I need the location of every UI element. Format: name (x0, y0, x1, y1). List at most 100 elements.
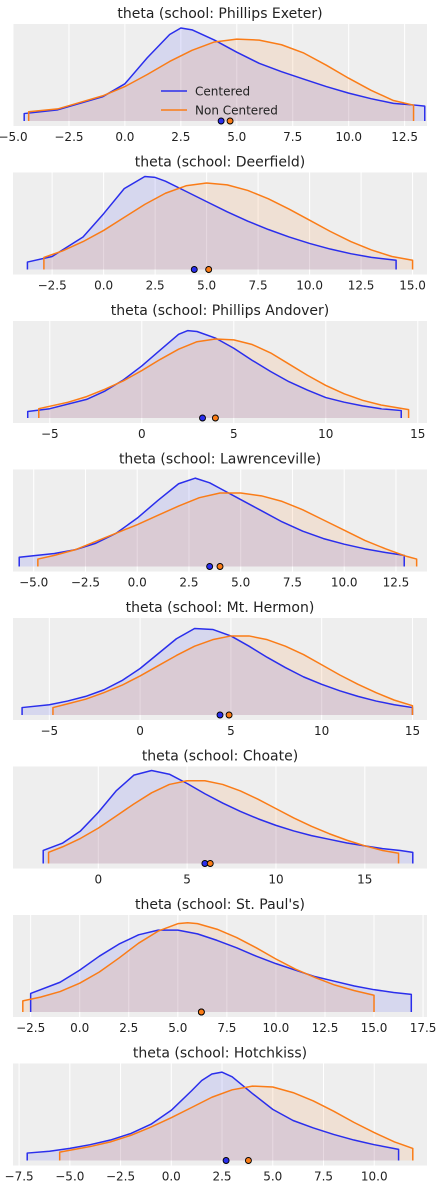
plot-background (13, 321, 427, 423)
x-tick-label: 0 (94, 873, 102, 887)
plot-background (13, 618, 427, 720)
panel-5: theta (school: Mt. Hermon) −5 0 5 10 15 (13, 600, 427, 738)
centered-density-line (18, 477, 405, 567)
non-centered-mean-point (225, 711, 233, 719)
x-tick-label: 5 (183, 873, 191, 887)
x-tick-label: 0.0 (162, 1170, 181, 1184)
non-centered-mean-point (205, 266, 213, 273)
x-tick-label: 17.5 (410, 1021, 437, 1035)
panel-2: theta (school: Deerfield) −2.5 0.0 2.5 5.0 7.… (13, 155, 427, 293)
x-tick-label: 15 (357, 873, 372, 887)
x-tick-label: 10 (268, 873, 283, 887)
x-tick-label: −5 (40, 724, 58, 738)
non-centered-density-line (38, 338, 410, 418)
x-tick-label: 0 (138, 427, 146, 441)
panel-title: theta (school: Lawrenceville) (119, 452, 321, 468)
panel-3: theta (school: Phillips Andover) −5 0 5 10 15 (13, 303, 427, 441)
x-tick-label: 10 (314, 724, 329, 738)
x-tick-label: 0.0 (115, 130, 134, 144)
x-tick-label: 15 (405, 724, 420, 738)
panel-1: theta (school: Phillips Exeter) −5.0 −2.5 0… (0, 6, 427, 144)
panel-6: theta (school: Choate) 0 5 10 15 (13, 749, 427, 887)
x-tick-label: 5.0 (227, 130, 246, 144)
legend-label: Non Centered (195, 104, 278, 118)
x-tick-label: 0.0 (70, 1021, 89, 1035)
panel-title: theta (school: Choate) (142, 749, 298, 765)
x-tick-label: 12.5 (348, 279, 375, 293)
panel-title: theta (school: St. Paul's) (135, 897, 305, 913)
panel-7: theta (school: St. Paul's) −2.5 0.0 2.5 5.0 7… (13, 897, 436, 1035)
x-tick-label: 10.0 (296, 279, 323, 293)
x-tick-label: 5.0 (263, 1170, 282, 1184)
centered-density-fill (22, 628, 413, 715)
plot-background (13, 915, 427, 1017)
centered-mean-point (217, 117, 225, 125)
plot-background (13, 469, 427, 572)
x-tick-label: 7.5 (283, 130, 302, 144)
x-tick-label: 0.0 (94, 279, 113, 293)
centered-mean-point (216, 711, 224, 719)
centered-density-line (21, 627, 414, 715)
x-tick-label: −2.5 (38, 279, 67, 293)
x-tick-label: −2.5 (16, 1021, 45, 1035)
x-tick-label: 10.0 (361, 1170, 388, 1184)
centered-density-line (29, 929, 413, 1012)
centered-density-line (26, 329, 402, 418)
x-tick-label: −5.0 (55, 1170, 84, 1184)
panel-title: theta (school: Mt. Hermon) (126, 600, 315, 616)
centered-density-fill (27, 330, 402, 418)
non-centered-density-line (43, 182, 414, 270)
plot-background (13, 172, 427, 275)
centered-mean-point (190, 266, 198, 273)
panel-title: theta (school: Deerfield) (135, 155, 305, 171)
x-tick-label: 2.5 (146, 279, 165, 293)
x-tick-label: 15.0 (399, 279, 426, 293)
centered-mean-point (199, 414, 206, 422)
legend: Centered Non Centered (161, 85, 278, 118)
x-tick-label: 10.0 (263, 1021, 290, 1035)
x-tick-label: 2.5 (171, 130, 190, 144)
non-centered-mean-point (226, 117, 234, 125)
non-centered-mean-point (197, 1008, 205, 1016)
x-tick-label: 2.5 (119, 1021, 138, 1035)
x-tick-label: 5.0 (197, 279, 216, 293)
non-centered-mean-point (206, 860, 214, 867)
non-centered-density-fill (38, 338, 409, 418)
x-tick-label: 2.5 (212, 1170, 231, 1184)
x-tick-label: 5 (227, 724, 235, 738)
x-tick-label: 10.0 (335, 130, 362, 144)
x-tick-label: 12.5 (312, 1021, 339, 1035)
x-tick-label: 15.0 (361, 1021, 388, 1035)
non-centered-density-line (22, 921, 375, 1012)
x-tick-label: 5 (230, 427, 238, 441)
x-tick-label: 2.5 (179, 576, 198, 590)
non-centered-density-fill (22, 922, 375, 1012)
non-centered-density-line (37, 492, 418, 567)
x-tick-label: −2.5 (54, 130, 83, 144)
x-tick-label: −7.5 (5, 1170, 34, 1184)
x-tick-label: 12.5 (383, 576, 410, 590)
x-tick-label: −5 (41, 427, 59, 441)
panel-8: theta (school: Hotchkiss) −7.5 −5.0 −2.5 0.0… (5, 1046, 427, 1184)
non-centered-density-fill (48, 780, 399, 864)
centered-density-fill (30, 930, 412, 1012)
panel-title: theta (school: Hotchkiss) (133, 1046, 307, 1062)
panel-title: theta (school: Phillips Andover) (111, 303, 330, 319)
centered-density-fill (27, 176, 397, 270)
x-tick-label: 0 (136, 724, 144, 738)
legend-label: Centered (195, 85, 250, 99)
x-tick-label: −2.5 (106, 1170, 135, 1184)
non-centered-density-fill (28, 39, 414, 121)
panel-title: theta (school: Phillips Exeter) (117, 6, 322, 22)
x-tick-label: 7.5 (314, 1170, 333, 1184)
centered-mean-point (206, 563, 214, 570)
x-tick-label: −5.0 (19, 576, 48, 590)
non-centered-density-line (47, 779, 400, 864)
x-tick-label: −5.0 (0, 130, 28, 144)
centered-density-line (26, 1071, 400, 1161)
x-tick-label: −2.5 (71, 576, 100, 590)
centered-density-line (26, 175, 397, 270)
x-tick-label: 0.0 (128, 576, 147, 590)
